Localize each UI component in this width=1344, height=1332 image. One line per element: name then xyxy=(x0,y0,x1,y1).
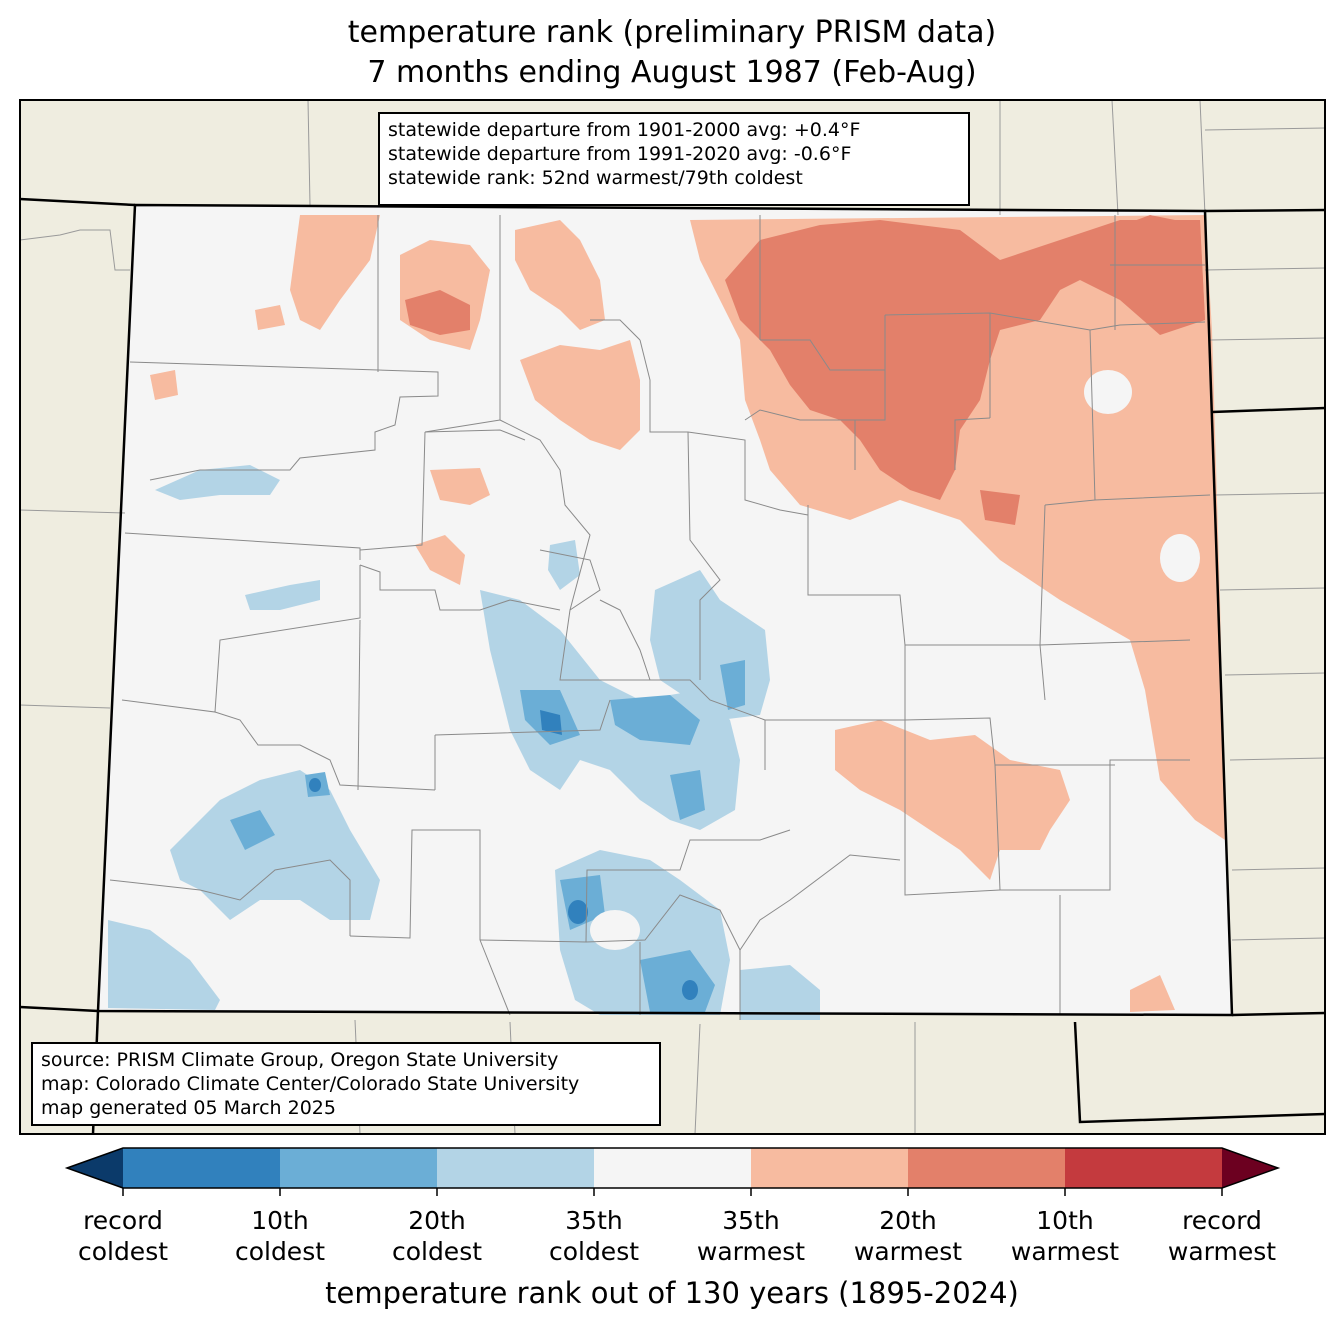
colorbar-segment xyxy=(1065,1148,1222,1188)
map-title-line2: 7 months ending August 1987 (Feb-Aug) xyxy=(367,55,977,90)
colorbar-tick-label: 10th coldest xyxy=(200,1205,360,1267)
near-normal-holes xyxy=(1084,370,1200,582)
tick-label-line2: coldest xyxy=(77,1237,169,1266)
departure-1991-2020: statewide departure from 1991-2020 avg: … xyxy=(388,143,852,165)
tick-label-line1: 35th xyxy=(722,1206,780,1235)
cool-anomaly-regions xyxy=(108,465,820,1020)
map-frame xyxy=(19,99,1326,1135)
tick-label-line2: warmest xyxy=(1010,1237,1120,1266)
colorbar-segment xyxy=(437,1148,594,1188)
colorbar-tick-label: record warmest xyxy=(1142,1205,1302,1267)
colorbar-segment xyxy=(751,1148,908,1188)
tick-label-line2: warmest xyxy=(1167,1237,1277,1266)
tick-label-line2: coldest xyxy=(391,1237,483,1266)
colorbar-tick-label: 35th warmest xyxy=(671,1205,831,1267)
tick-label-line1: record xyxy=(83,1206,163,1235)
statewide-stats-box: statewide departure from 1901-2000 avg: … xyxy=(378,112,970,206)
colorbar-tick-label: 20th warmest xyxy=(828,1205,988,1267)
source-box: source: PRISM Climate Group, Oregon Stat… xyxy=(31,1042,661,1126)
map-credit-line: map: Colorado Climate Center/Colorado St… xyxy=(41,1073,580,1095)
colorbar-tick-label: record coldest xyxy=(43,1205,203,1267)
tick-label-line1: 20th xyxy=(408,1206,466,1235)
tick-label-line2: coldest xyxy=(234,1237,326,1266)
colorbar-title: temperature rank out of 130 years (1895-… xyxy=(325,1276,1019,1310)
departure-1901-2000: statewide departure from 1901-2000 avg: … xyxy=(388,119,861,141)
tick-label-line2: warmest xyxy=(853,1237,963,1266)
colorbar-warm-extension xyxy=(1222,1148,1278,1188)
tick-label-line1: 35th xyxy=(565,1206,623,1235)
colorbar-tick-label: 35th coldest xyxy=(514,1205,674,1267)
tick-label-line2: warmest xyxy=(696,1237,806,1266)
tick-label-line1: 10th xyxy=(1036,1206,1094,1235)
tick-label-line1: 20th xyxy=(879,1206,937,1235)
colorbar-segment xyxy=(280,1148,437,1188)
colorbar-segment xyxy=(123,1148,280,1188)
statewide-rank: statewide rank: 52nd warmest/79th coldes… xyxy=(388,167,803,189)
near-normal-holes-cool xyxy=(590,910,640,950)
county-boundaries xyxy=(109,215,1211,1020)
colorbar xyxy=(64,1147,1281,1196)
tick-label-line1: 10th xyxy=(251,1206,309,1235)
colorbar-cold-extension xyxy=(67,1148,123,1188)
colorbar-tick-label: 10th warmest xyxy=(985,1205,1145,1267)
tick-label-line2: coldest xyxy=(548,1237,640,1266)
colorbar-segment xyxy=(594,1148,751,1188)
map-title-line1: temperature rank (preliminary PRISM data… xyxy=(347,15,997,50)
colorbar-segment xyxy=(908,1148,1065,1188)
colorbar-tick-label: 20th coldest xyxy=(357,1205,517,1267)
tick-label-line1: record xyxy=(1182,1206,1262,1235)
generated-date-line: map generated 05 March 2025 xyxy=(41,1097,336,1119)
source-line: source: PRISM Climate Group, Oregon Stat… xyxy=(41,1049,559,1071)
